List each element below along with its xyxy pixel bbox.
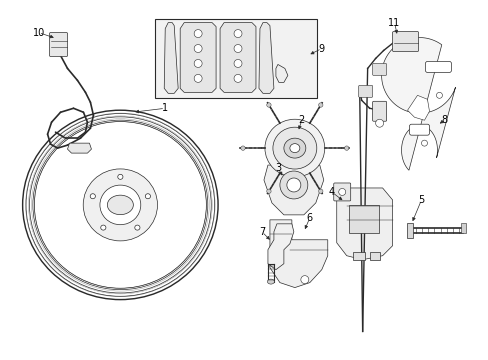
FancyBboxPatch shape xyxy=(372,101,386,121)
FancyBboxPatch shape xyxy=(372,63,386,75)
Circle shape xyxy=(194,30,202,37)
Polygon shape xyxy=(267,224,293,270)
FancyBboxPatch shape xyxy=(392,32,418,51)
Bar xyxy=(352,252,364,260)
FancyBboxPatch shape xyxy=(358,85,372,97)
FancyBboxPatch shape xyxy=(408,124,428,135)
Ellipse shape xyxy=(267,279,274,284)
Text: 11: 11 xyxy=(387,18,400,28)
Ellipse shape xyxy=(100,185,141,225)
Text: 10: 10 xyxy=(32,28,44,37)
Bar xyxy=(406,223,412,238)
Circle shape xyxy=(234,45,242,53)
Circle shape xyxy=(194,45,202,53)
Ellipse shape xyxy=(34,122,206,288)
Polygon shape xyxy=(164,23,178,93)
Circle shape xyxy=(375,119,383,127)
Circle shape xyxy=(300,276,308,284)
Circle shape xyxy=(234,30,242,37)
Circle shape xyxy=(279,171,307,199)
Polygon shape xyxy=(259,23,273,93)
Polygon shape xyxy=(275,64,287,82)
Ellipse shape xyxy=(264,119,324,177)
FancyBboxPatch shape xyxy=(333,183,350,201)
Circle shape xyxy=(318,189,322,193)
Circle shape xyxy=(234,59,242,67)
Polygon shape xyxy=(269,220,327,288)
Polygon shape xyxy=(220,23,255,92)
Circle shape xyxy=(436,92,442,98)
Ellipse shape xyxy=(145,194,150,199)
Circle shape xyxy=(421,140,427,146)
Circle shape xyxy=(286,178,300,192)
Polygon shape xyxy=(180,23,216,92)
Ellipse shape xyxy=(135,225,140,230)
FancyBboxPatch shape xyxy=(425,62,450,72)
Text: 7: 7 xyxy=(258,227,264,237)
Text: 4: 4 xyxy=(328,187,334,197)
Polygon shape xyxy=(381,37,455,170)
Text: 9: 9 xyxy=(318,44,324,54)
Text: 8: 8 xyxy=(441,115,447,125)
Bar xyxy=(348,205,378,233)
Polygon shape xyxy=(407,95,428,120)
Circle shape xyxy=(318,103,322,107)
Circle shape xyxy=(234,75,242,82)
Text: 5: 5 xyxy=(418,195,424,205)
Circle shape xyxy=(240,146,244,150)
Ellipse shape xyxy=(118,174,122,179)
Ellipse shape xyxy=(83,169,157,241)
Text: 1: 1 xyxy=(162,103,168,113)
Circle shape xyxy=(194,59,202,67)
Bar xyxy=(155,19,316,98)
Ellipse shape xyxy=(101,225,106,230)
Circle shape xyxy=(266,189,270,193)
Text: 6: 6 xyxy=(306,213,312,223)
Bar xyxy=(461,223,466,233)
Ellipse shape xyxy=(284,138,305,158)
FancyBboxPatch shape xyxy=(49,32,67,57)
Circle shape xyxy=(344,146,348,150)
Ellipse shape xyxy=(107,195,133,215)
Polygon shape xyxy=(264,165,323,215)
Polygon shape xyxy=(336,188,392,260)
Circle shape xyxy=(338,189,345,195)
Circle shape xyxy=(194,75,202,82)
Ellipse shape xyxy=(90,194,95,199)
Bar xyxy=(369,252,379,260)
Polygon shape xyxy=(67,143,91,153)
Text: 2: 2 xyxy=(298,115,305,125)
Ellipse shape xyxy=(289,144,299,153)
Ellipse shape xyxy=(272,127,316,169)
Text: 3: 3 xyxy=(274,163,281,173)
Circle shape xyxy=(266,103,270,107)
